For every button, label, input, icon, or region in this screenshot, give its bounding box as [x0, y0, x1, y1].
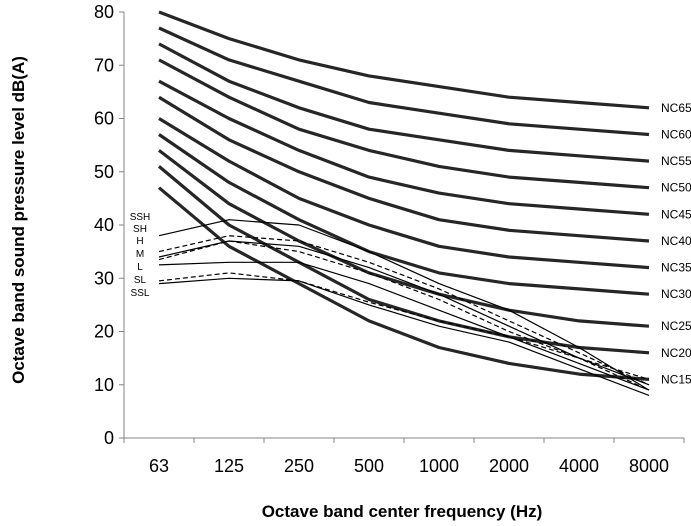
x-axis-title: Octave band center frequency (Hz)	[262, 502, 543, 521]
room-line-ssl	[158, 277, 650, 396]
nc-line-nc45	[158, 79, 650, 216]
nc-line-nc50	[158, 58, 650, 190]
room-line-h	[158, 240, 650, 386]
y-tick-label: 80	[94, 2, 114, 22]
y-tick-label: 70	[94, 55, 114, 75]
room-spectra-lines	[158, 219, 650, 396]
room-line-m	[158, 240, 650, 391]
y-tick-label: 30	[94, 268, 114, 288]
room-line-sh	[158, 235, 650, 386]
nc-label-nc20: NC20	[661, 346, 691, 360]
line-labels: NC65 NC60 NC55 NC50 NC45 NC40 NC35 NC30 NC25 NC20…	[130, 101, 691, 387]
x-tick-label: 500	[354, 456, 384, 476]
nc-label-nc45: NC45	[661, 207, 691, 221]
nc-label-nc60: NC60	[661, 127, 691, 141]
room-label-l: L	[137, 262, 143, 273]
nc-line-nc35	[158, 117, 650, 270]
x-tick-label: 8000	[629, 456, 669, 476]
nc-label-nc65: NC65	[661, 101, 691, 115]
room-label-sh: SH	[133, 224, 147, 235]
x-tick-label: 125	[214, 456, 244, 476]
nc-label-nc50: NC50	[661, 181, 691, 195]
nc-label-nc30: NC30	[661, 287, 691, 301]
y-tick-label: 20	[94, 322, 114, 342]
nc-label-nc15: NC15	[661, 372, 691, 386]
room-line-sl	[158, 272, 650, 380]
nc-label-nc55: NC55	[661, 154, 691, 168]
room-label-sl: SL	[134, 275, 147, 286]
x-tick-label: 1000	[419, 456, 459, 476]
nc-line-nc15	[157, 186, 650, 381]
nc-curve-lines	[157, 10, 650, 381]
room-label-ssh: SSH	[130, 212, 151, 223]
nc-label-nc25: NC25	[661, 319, 691, 333]
y-tick-label: 40	[94, 215, 114, 235]
nc-line-nc40	[158, 95, 650, 243]
axes: 0 10 20 30 40 50 60 70 80 63 125 250 500 1000 2000 4000…	[94, 2, 685, 476]
room-line-ssh	[158, 219, 650, 391]
x-tick-label: 4000	[559, 456, 599, 476]
y-axis-title: Octave band sound pressure level dB(A)	[9, 56, 28, 384]
room-label-m: M	[136, 249, 144, 260]
nc-label-nc40: NC40	[661, 234, 691, 248]
y-tick-label: 0	[104, 428, 114, 448]
x-tick-label: 63	[149, 456, 169, 476]
nc-line-nc20	[157, 165, 650, 355]
nc-line-nc55	[158, 42, 650, 163]
nc-line-nc60	[158, 26, 650, 137]
room-label-h: H	[136, 236, 143, 247]
nc-line-nc30	[158, 133, 650, 296]
y-tick-label: 50	[94, 162, 114, 182]
room-line-l	[158, 261, 650, 391]
x-tick-label: 250	[284, 456, 314, 476]
y-tick-label: 10	[94, 375, 114, 395]
nc-line-nc25	[158, 149, 650, 328]
room-label-ssl: SSL	[131, 288, 150, 299]
x-tick-label: 2000	[489, 456, 529, 476]
nc-label-nc35: NC35	[661, 261, 691, 275]
y-tick-label: 60	[94, 109, 114, 129]
nc-line-nc65	[158, 10, 650, 110]
